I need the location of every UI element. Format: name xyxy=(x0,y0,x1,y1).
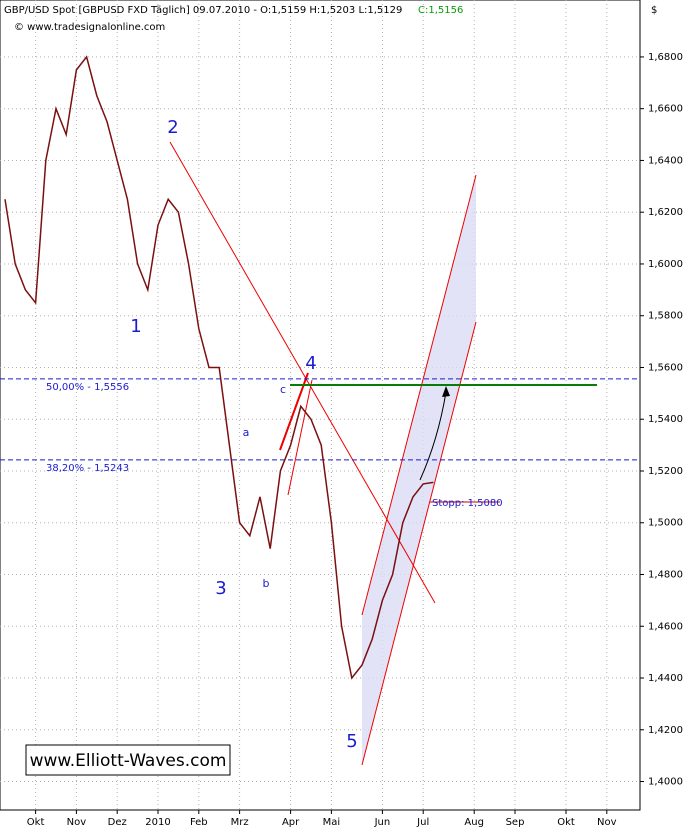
arrow xyxy=(419,391,447,481)
wave-label: 5 xyxy=(346,731,357,752)
watermark-box xyxy=(25,744,231,776)
y-tick-label: 1,6400 xyxy=(648,155,683,166)
arrow-head xyxy=(442,386,450,397)
y-tick-label: 1,6200 xyxy=(648,207,683,218)
y-tick-label: 1,4400 xyxy=(648,673,683,684)
y-tick-label: 1,5400 xyxy=(648,414,683,425)
x-tick-label: 2010 xyxy=(145,817,170,828)
x-tick-label: Mrz xyxy=(231,817,249,828)
channel-fill xyxy=(362,175,476,765)
x-tick-label: Sep xyxy=(506,817,525,828)
y-tick-label: 1,4600 xyxy=(648,621,683,632)
y-tick-label: 1,6000 xyxy=(648,259,683,270)
y-tick-label: 1,6800 xyxy=(648,52,683,63)
plot-area xyxy=(0,0,641,811)
wave-label: b xyxy=(263,577,270,590)
level-label: 50,00% - 1,5556 xyxy=(46,382,129,393)
x-tick-label: Mai xyxy=(323,817,341,828)
y-tick-label: 1,5200 xyxy=(648,466,683,477)
wave-label: 2 xyxy=(167,117,178,138)
y-tick-label: 1,5600 xyxy=(648,362,683,373)
wave-label: 1 xyxy=(130,316,141,337)
wave-label: a xyxy=(243,426,250,439)
trendline xyxy=(169,141,436,604)
x-tick-label: Feb xyxy=(190,817,208,828)
y-tick-label: 1,4000 xyxy=(648,777,683,788)
x-tick-label: Dez xyxy=(108,817,127,828)
y-tick-label: 1,4800 xyxy=(648,570,683,581)
y-tick-label: 1,6600 xyxy=(648,104,683,115)
wave-c-line xyxy=(287,379,313,496)
x-tick-label: Okt xyxy=(557,817,575,828)
x-tick-label: Nov xyxy=(597,817,617,828)
x-tick-label: Jun xyxy=(374,817,391,828)
wave-label: 4 xyxy=(305,353,316,374)
channel-lower xyxy=(361,321,477,766)
x-tick-label: Nov xyxy=(67,817,87,828)
y-tick-label: 1,5000 xyxy=(648,518,683,529)
header: GBP/USD Spot [GBPUSD FXD Täglich] 09.07.… xyxy=(4,5,402,16)
x-tick-label: Apr xyxy=(282,817,300,828)
level-label: 38,20% - 1,5243 xyxy=(46,463,129,474)
wave-label: c xyxy=(280,383,286,396)
wave-label: 3 xyxy=(215,578,226,599)
x-tick-label: Aug xyxy=(464,817,484,828)
source: © www.tradesignalonline.com xyxy=(14,22,165,33)
y-tick-label: 1,5800 xyxy=(648,311,683,322)
currency: $ xyxy=(651,5,657,16)
stop-label: Stopp: 1,5080 xyxy=(432,498,503,509)
watermark: www.Elliott-Waves.com xyxy=(30,751,227,771)
x-tick-label: Okt xyxy=(27,817,45,828)
x-tick-label: Jul xyxy=(416,817,429,828)
y-tick-label: 1,4200 xyxy=(648,725,683,736)
price-line xyxy=(4,55,434,680)
channel-upper xyxy=(361,174,477,616)
close-label: C:1,5156 xyxy=(418,5,463,16)
